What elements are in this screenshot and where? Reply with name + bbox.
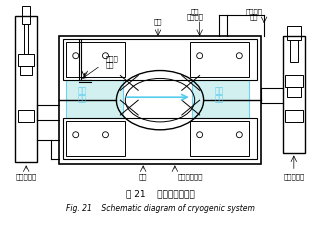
Bar [283, 36, 305, 153]
Text: 工质传输: 工质传输 [246, 8, 263, 15]
Bar [59, 36, 261, 164]
Text: 管路: 管路 [250, 14, 258, 20]
Bar [285, 110, 303, 122]
Bar [285, 75, 303, 87]
Bar [287, 26, 301, 40]
Bar [24, 24, 28, 54]
Text: 电枢绕组: 电枢绕组 [186, 14, 203, 20]
Text: 转子制冷机: 转子制冷机 [15, 173, 37, 180]
Bar [66, 121, 125, 156]
Bar [192, 80, 249, 118]
Bar [190, 42, 249, 77]
Text: Fig. 21    Schematic diagram of cryogenic system: Fig. 21 Schematic diagram of cryogenic s… [65, 204, 255, 213]
Text: 超导励磁绕组: 超导励磁绕组 [178, 173, 203, 180]
Bar [18, 54, 34, 66]
Bar [66, 42, 125, 77]
Bar [22, 6, 30, 24]
Bar [18, 110, 34, 122]
Bar [63, 118, 257, 159]
Bar [15, 16, 37, 162]
Text: 转子: 转子 [139, 173, 147, 180]
Bar [290, 40, 298, 62]
Text: 冷却: 冷却 [215, 87, 224, 96]
Bar [66, 80, 123, 118]
Text: 超导: 超导 [190, 8, 199, 15]
Bar [190, 121, 249, 156]
Text: 定子: 定子 [154, 19, 162, 25]
Text: 密封: 密封 [106, 61, 114, 68]
Text: 定子制冷机: 定子制冷机 [283, 173, 304, 180]
Text: 磁流体: 磁流体 [106, 55, 118, 62]
Bar [287, 87, 301, 97]
Text: 工质: 工质 [215, 95, 224, 104]
Bar [63, 39, 257, 80]
Bar [20, 66, 32, 75]
Text: 工质: 工质 [78, 95, 87, 104]
Text: 冷却: 冷却 [78, 87, 87, 96]
Text: 图 21    低温系统示意图: 图 21 低温系统示意图 [126, 190, 195, 198]
